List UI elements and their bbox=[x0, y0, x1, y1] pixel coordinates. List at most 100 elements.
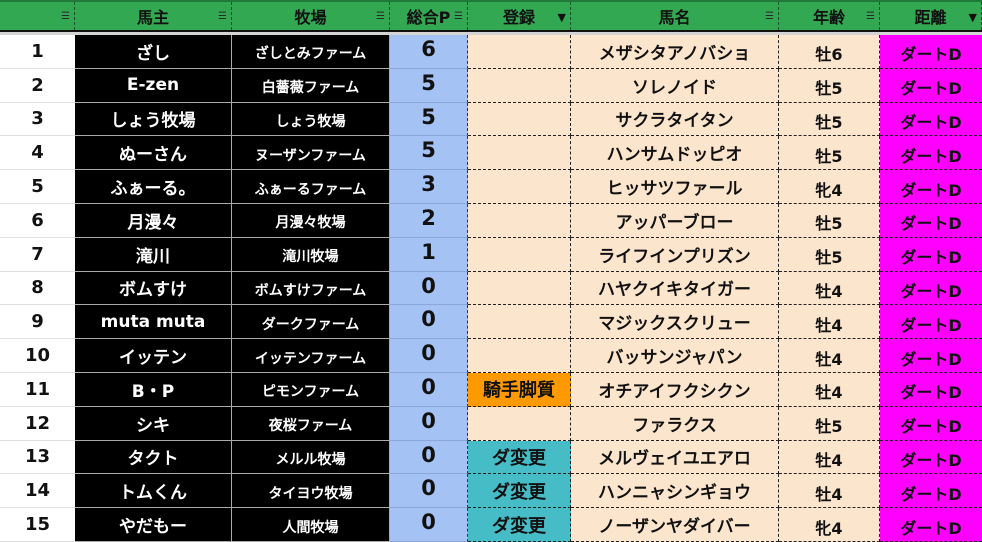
filter-active-icon[interactable]: ▼ bbox=[557, 11, 566, 24]
header-row-number[interactable]: ☰ bbox=[0, 2, 75, 30]
cell-owner[interactable]: E-zen bbox=[75, 68, 232, 103]
cell-owner[interactable]: 月漫々 bbox=[75, 203, 232, 238]
cell-owner[interactable]: 滝川 bbox=[75, 237, 232, 272]
filter-icon[interactable]: ☰ bbox=[218, 11, 227, 22]
header-total-points[interactable]: 総合P ☰ bbox=[390, 2, 468, 30]
cell-distance[interactable]: ダートD bbox=[880, 339, 982, 373]
cell-row-number[interactable]: 9 bbox=[0, 305, 75, 340]
cell-distance[interactable]: ダートD bbox=[880, 35, 982, 69]
header-age[interactable]: 年齢 ☰ bbox=[779, 2, 880, 30]
cell-total-points[interactable]: 0 bbox=[390, 406, 468, 441]
cell-row-number[interactable]: 1 bbox=[0, 35, 75, 69]
cell-farm[interactable]: ダークファーム bbox=[232, 305, 390, 340]
cell-distance[interactable]: ダートD bbox=[880, 237, 982, 272]
filter-icon[interactable]: ☰ bbox=[866, 11, 875, 22]
cell-farm[interactable]: メルル牧場 bbox=[232, 440, 390, 475]
cell-owner[interactable]: ざし bbox=[75, 35, 232, 69]
cell-farm[interactable]: イッテンファーム bbox=[232, 339, 390, 373]
header-registration[interactable]: 登録 ▼ bbox=[468, 2, 571, 30]
cell-row-number[interactable]: 6 bbox=[0, 203, 75, 238]
cell-horse-name[interactable]: ライフインプリズン bbox=[571, 237, 779, 272]
cell-farm[interactable]: ボムすけファーム bbox=[232, 271, 390, 306]
cell-horse-name[interactable]: マジックスクリュー bbox=[571, 305, 779, 340]
cell-registration[interactable] bbox=[468, 406, 571, 441]
cell-owner[interactable]: イッテン bbox=[75, 339, 232, 373]
cell-row-number[interactable]: 13 bbox=[0, 440, 75, 475]
cell-farm[interactable]: 人間牧場 bbox=[232, 508, 390, 542]
cell-distance[interactable]: ダートD bbox=[880, 508, 982, 542]
cell-horse-name[interactable]: ソレノイド bbox=[571, 68, 779, 103]
cell-total-points[interactable]: 5 bbox=[390, 68, 468, 103]
cell-horse-name[interactable]: ハンニャシンギョウ bbox=[571, 474, 779, 509]
cell-horse-name[interactable]: バッサンジャパン bbox=[571, 339, 779, 373]
cell-age[interactable]: 牝4 bbox=[779, 508, 880, 542]
cell-farm[interactable]: しょう牧場 bbox=[232, 102, 390, 137]
cell-owner[interactable]: muta muta bbox=[75, 305, 232, 340]
cell-distance[interactable]: ダートD bbox=[880, 170, 982, 204]
cell-total-points[interactable]: 0 bbox=[390, 372, 468, 407]
header-horse-name[interactable]: 馬名 ☰ bbox=[571, 2, 779, 30]
cell-horse-name[interactable]: ハヤクイキタイガー bbox=[571, 271, 779, 306]
cell-farm[interactable]: 月漫々牧場 bbox=[232, 203, 390, 238]
cell-registration[interactable] bbox=[468, 35, 571, 69]
filter-icon[interactable]: ☰ bbox=[454, 11, 463, 22]
cell-total-points[interactable]: 1 bbox=[390, 237, 468, 272]
cell-registration[interactable] bbox=[468, 68, 571, 103]
cell-horse-name[interactable]: メルヴェイユエアロ bbox=[571, 440, 779, 475]
cell-age[interactable]: 牡6 bbox=[779, 35, 880, 69]
cell-distance[interactable]: ダートD bbox=[880, 203, 982, 238]
cell-registration[interactable]: 騎手脚質 bbox=[468, 372, 571, 407]
filter-icon[interactable]: ☰ bbox=[61, 11, 70, 22]
cell-registration[interactable] bbox=[468, 136, 571, 171]
cell-age[interactable]: 牡5 bbox=[779, 68, 880, 103]
cell-distance[interactable]: ダートD bbox=[880, 406, 982, 441]
cell-age[interactable]: 牡4 bbox=[779, 474, 880, 509]
cell-horse-name[interactable]: ノーザンヤダイバー bbox=[571, 508, 779, 542]
cell-age[interactable]: 牡4 bbox=[779, 271, 880, 306]
cell-owner[interactable]: ふぁーる。 bbox=[75, 170, 232, 204]
cell-farm[interactable]: 白薔薇ファーム bbox=[232, 68, 390, 103]
cell-horse-name[interactable]: オチアイフクシクン bbox=[571, 372, 779, 407]
cell-age[interactable]: 牡4 bbox=[779, 339, 880, 373]
cell-total-points[interactable]: 0 bbox=[390, 271, 468, 306]
filter-active-icon[interactable]: ▼ bbox=[968, 11, 977, 24]
cell-distance[interactable]: ダートD bbox=[880, 68, 982, 103]
cell-total-points[interactable]: 5 bbox=[390, 102, 468, 137]
cell-age[interactable]: 牝4 bbox=[779, 170, 880, 204]
cell-total-points[interactable]: 5 bbox=[390, 136, 468, 171]
cell-age[interactable]: 牡5 bbox=[779, 406, 880, 441]
cell-total-points[interactable]: 0 bbox=[390, 305, 468, 340]
cell-row-number[interactable]: 8 bbox=[0, 271, 75, 306]
cell-distance[interactable]: ダートD bbox=[880, 136, 982, 171]
cell-horse-name[interactable]: ヒッサツファール bbox=[571, 170, 779, 204]
cell-age[interactable]: 牡5 bbox=[779, 237, 880, 272]
cell-row-number[interactable]: 2 bbox=[0, 68, 75, 103]
cell-horse-name[interactable]: アッパーブロー bbox=[571, 203, 779, 238]
cell-registration[interactable] bbox=[468, 237, 571, 272]
header-owner[interactable]: 馬主 ☰ bbox=[75, 2, 232, 30]
cell-owner[interactable]: しょう牧場 bbox=[75, 102, 232, 137]
cell-farm[interactable]: ヌーザンファーム bbox=[232, 136, 390, 171]
cell-registration[interactable] bbox=[468, 203, 571, 238]
cell-age[interactable]: 牡4 bbox=[779, 372, 880, 407]
cell-farm[interactable]: 夜桜ファーム bbox=[232, 406, 390, 441]
cell-horse-name[interactable]: ハンサムドッピオ bbox=[571, 136, 779, 171]
cell-registration[interactable] bbox=[468, 102, 571, 137]
cell-total-points[interactable]: 0 bbox=[390, 474, 468, 509]
cell-distance[interactable]: ダートD bbox=[880, 440, 982, 475]
cell-distance[interactable]: ダートD bbox=[880, 372, 982, 407]
cell-registration[interactable]: ダ変更 bbox=[468, 508, 571, 542]
cell-owner[interactable]: B・P bbox=[75, 372, 232, 407]
cell-owner[interactable]: シキ bbox=[75, 406, 232, 441]
header-farm[interactable]: 牧場 ☰ bbox=[232, 2, 390, 30]
cell-farm[interactable]: 滝川牧場 bbox=[232, 237, 390, 272]
cell-owner[interactable]: ボムすけ bbox=[75, 271, 232, 306]
cell-horse-name[interactable]: ファラクス bbox=[571, 406, 779, 441]
cell-row-number[interactable]: 14 bbox=[0, 474, 75, 509]
cell-age[interactable]: 牡5 bbox=[779, 203, 880, 238]
cell-total-points[interactable]: 0 bbox=[390, 339, 468, 373]
cell-age[interactable]: 牡4 bbox=[779, 305, 880, 340]
cell-registration[interactable] bbox=[468, 339, 571, 373]
cell-owner[interactable]: ぬーさん bbox=[75, 136, 232, 171]
cell-owner[interactable]: トムくん bbox=[75, 474, 232, 509]
